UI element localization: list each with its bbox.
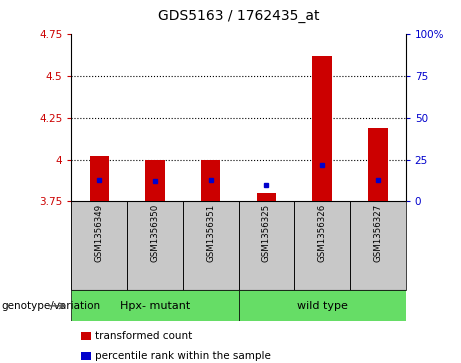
Bar	[238, 290, 406, 321]
Text: GSM1356349: GSM1356349	[95, 204, 104, 262]
Bar	[81, 332, 91, 340]
Bar	[238, 201, 294, 290]
Bar	[145, 160, 165, 201]
Bar	[257, 193, 276, 201]
Text: genotype/variation: genotype/variation	[1, 301, 100, 311]
Bar	[313, 56, 332, 201]
Text: GSM1356327: GSM1356327	[373, 204, 382, 262]
Text: wild type: wild type	[297, 301, 348, 311]
Text: transformed count: transformed count	[95, 331, 193, 341]
Text: GSM1356350: GSM1356350	[150, 204, 160, 262]
Bar	[183, 201, 238, 290]
Bar	[71, 290, 239, 321]
Bar	[71, 201, 127, 290]
Bar	[350, 201, 406, 290]
Bar	[201, 160, 220, 201]
Bar	[89, 156, 109, 201]
Text: GSM1356351: GSM1356351	[206, 204, 215, 262]
Text: Hpx- mutant: Hpx- mutant	[120, 301, 190, 311]
Text: GSM1356325: GSM1356325	[262, 204, 271, 262]
Bar	[81, 352, 91, 360]
Text: GSM1356326: GSM1356326	[318, 204, 327, 262]
Bar	[294, 201, 350, 290]
Text: GDS5163 / 1762435_at: GDS5163 / 1762435_at	[158, 9, 319, 23]
Bar	[127, 201, 183, 290]
Text: percentile rank within the sample: percentile rank within the sample	[95, 351, 272, 361]
Bar	[368, 128, 388, 201]
